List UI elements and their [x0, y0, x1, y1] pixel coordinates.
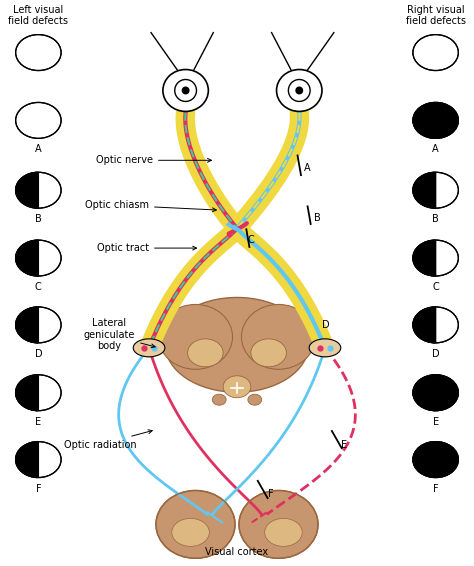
Ellipse shape [16, 102, 61, 138]
Ellipse shape [16, 35, 61, 71]
Text: B: B [314, 213, 321, 223]
Polygon shape [16, 375, 38, 411]
Ellipse shape [223, 376, 251, 398]
Ellipse shape [156, 491, 235, 558]
Text: Right visual
field defects: Right visual field defects [406, 5, 465, 26]
Ellipse shape [16, 240, 61, 276]
Text: F: F [433, 483, 438, 494]
Polygon shape [16, 172, 38, 208]
Polygon shape [16, 240, 38, 276]
Ellipse shape [133, 339, 165, 357]
Text: Optic tract: Optic tract [97, 243, 197, 253]
Ellipse shape [309, 339, 341, 357]
Polygon shape [413, 172, 436, 208]
Text: D: D [432, 349, 439, 359]
Ellipse shape [264, 518, 302, 546]
Ellipse shape [413, 172, 458, 208]
Text: B: B [432, 214, 439, 224]
Ellipse shape [413, 102, 458, 138]
Text: B: B [35, 214, 42, 224]
Ellipse shape [413, 441, 458, 478]
Ellipse shape [182, 87, 190, 95]
Ellipse shape [413, 307, 458, 343]
Ellipse shape [158, 305, 233, 369]
Text: Left visual
field defects: Left visual field defects [9, 5, 68, 26]
Text: C: C [35, 282, 42, 292]
Ellipse shape [248, 395, 262, 405]
Text: F: F [268, 490, 273, 499]
Text: A: A [432, 144, 439, 155]
Ellipse shape [175, 79, 197, 101]
Text: E: E [341, 440, 347, 449]
Text: A: A [304, 163, 311, 173]
Ellipse shape [163, 70, 209, 112]
Text: Optic radiation: Optic radiation [64, 430, 152, 449]
Ellipse shape [16, 307, 61, 343]
Ellipse shape [172, 518, 210, 546]
Ellipse shape [276, 70, 322, 112]
Text: A: A [35, 144, 42, 155]
Text: C: C [432, 282, 439, 292]
Ellipse shape [241, 305, 316, 369]
Ellipse shape [16, 441, 61, 478]
Text: E: E [433, 417, 439, 427]
Ellipse shape [413, 35, 458, 71]
Text: D: D [35, 349, 42, 359]
Polygon shape [16, 441, 38, 478]
Text: F: F [36, 483, 41, 494]
Ellipse shape [413, 375, 458, 411]
Text: E: E [35, 417, 41, 427]
Text: Optic nerve: Optic nerve [96, 155, 211, 165]
Text: Optic chiasm: Optic chiasm [85, 200, 216, 212]
Text: Visual cortex: Visual cortex [205, 547, 269, 558]
Ellipse shape [165, 298, 309, 392]
Ellipse shape [288, 79, 310, 101]
Ellipse shape [413, 240, 458, 276]
Polygon shape [413, 307, 436, 343]
Ellipse shape [295, 87, 303, 95]
Ellipse shape [16, 375, 61, 411]
Ellipse shape [16, 172, 61, 208]
Ellipse shape [413, 441, 458, 478]
Ellipse shape [188, 339, 223, 367]
Text: Lateral
geniculate
body: Lateral geniculate body [84, 318, 155, 351]
Ellipse shape [212, 395, 226, 405]
Ellipse shape [251, 339, 286, 367]
Polygon shape [413, 240, 436, 276]
Polygon shape [16, 307, 38, 343]
Ellipse shape [413, 102, 458, 138]
Ellipse shape [239, 491, 318, 558]
Ellipse shape [413, 375, 458, 411]
Text: D: D [322, 320, 329, 330]
Text: C: C [248, 235, 255, 245]
